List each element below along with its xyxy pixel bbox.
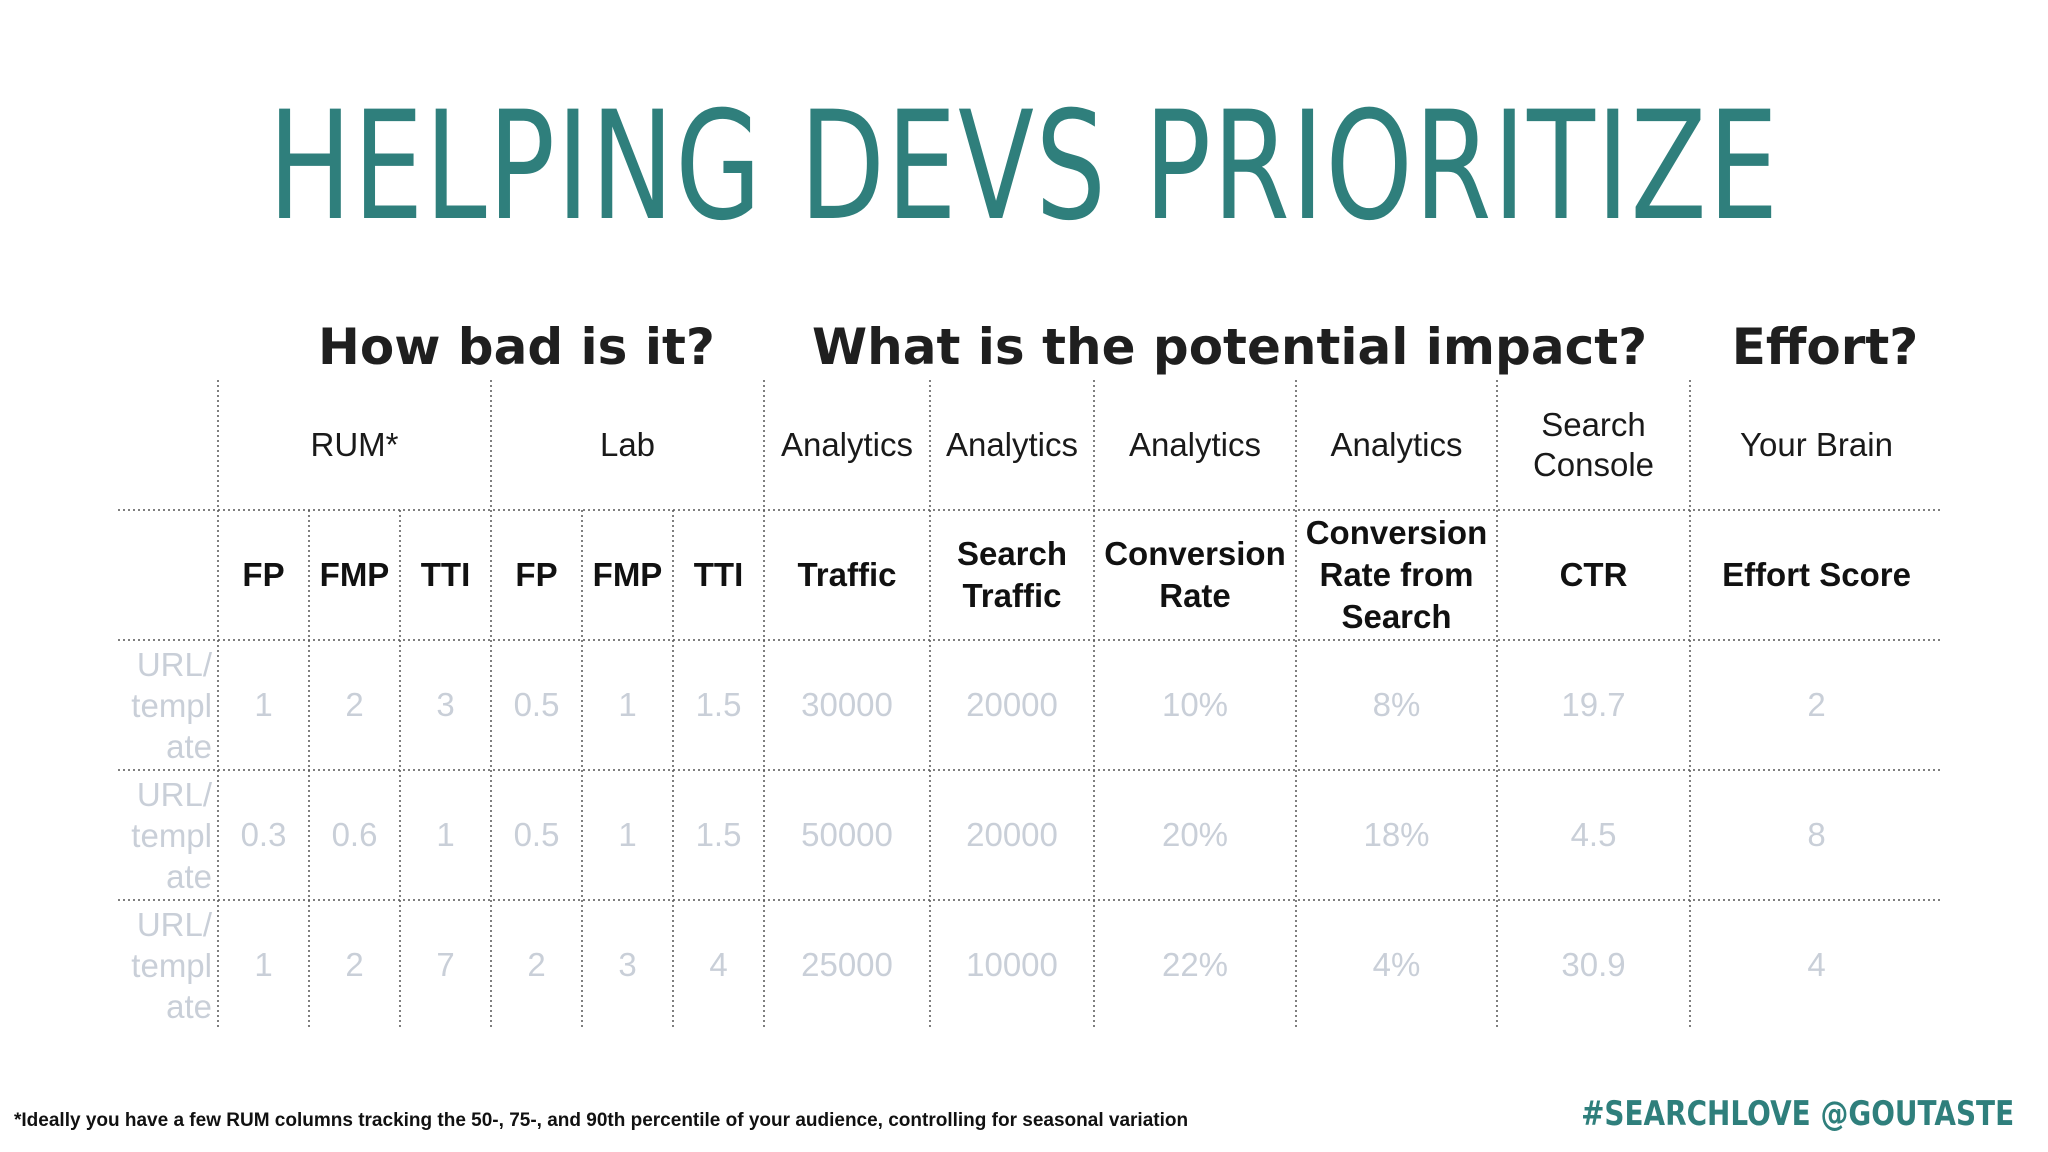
- hashtag-credit: #SEARCHLOVE @GOUTASTE: [1580, 1094, 2014, 1134]
- table-cell-value: 0.5: [513, 686, 560, 723]
- table-cell-value: 10000: [966, 946, 1058, 983]
- column-header: FP: [242, 556, 285, 593]
- table-cell-value: 22%: [1161, 946, 1229, 983]
- table-cell-value: 1.5: [695, 686, 742, 723]
- table-cell-value: 2: [527, 946, 546, 983]
- source-label: Analytics: [945, 426, 1079, 463]
- table-cell-value: 8: [1807, 816, 1826, 853]
- column-header: FMP: [592, 556, 663, 593]
- table-cell-value: 3: [618, 946, 637, 983]
- table-cell-value: 1: [254, 686, 273, 723]
- source-label: Your Brain: [1740, 426, 1893, 463]
- source-label: RUM*: [310, 426, 399, 463]
- table-cell-value: 18%: [1363, 816, 1430, 853]
- table-cell-value: 8%: [1372, 686, 1421, 723]
- table-cell-value: 30000: [801, 686, 893, 723]
- column-header: Search Traffic: [956, 535, 1068, 614]
- table-cell-value: 20000: [966, 686, 1058, 723]
- table-cell-value: 2: [345, 686, 364, 723]
- table-cell-value: 4: [1807, 946, 1826, 983]
- source-label: Analytics: [1128, 426, 1262, 463]
- row-label: URL/ templ ate: [131, 905, 212, 1025]
- table-cell-value: 3: [436, 686, 455, 723]
- table-cell-value: 2: [1807, 686, 1826, 723]
- table-cell-value: 7: [436, 946, 455, 983]
- table-cell-value: 1: [618, 816, 637, 853]
- section-how-bad: How bad is it?: [318, 318, 715, 376]
- table-cell-value: 0.6: [331, 816, 378, 853]
- table-cell-value: 0.3: [240, 816, 287, 853]
- table-cell-value: 30.9: [1561, 946, 1626, 983]
- table-cell-value: 20%: [1161, 816, 1229, 853]
- column-header: Conversion Rate: [1104, 535, 1286, 614]
- row-label: URL/ templ ate: [131, 775, 212, 895]
- section-effort: Effort?: [1731, 318, 1919, 376]
- source-label: Analytics: [1330, 426, 1463, 463]
- table-cell-value: 4.5: [1570, 816, 1617, 853]
- table-cell-value: 4: [709, 946, 728, 983]
- column-header: Effort Score: [1722, 556, 1911, 593]
- table-cell-value: 1: [254, 946, 273, 983]
- source-label: Search Console: [1532, 406, 1655, 483]
- row-label: URL/ templ ate: [131, 645, 212, 765]
- slide-title: HELPING DEVS PRIORITIZE: [268, 80, 1780, 254]
- table-cell-value: 20000: [966, 816, 1058, 853]
- column-header: TTI: [420, 556, 471, 593]
- table-cell-value: 4%: [1372, 946, 1421, 983]
- column-header: FMP: [319, 556, 390, 593]
- table-cell-value: 1: [618, 686, 637, 723]
- table-cell-value: 25000: [801, 946, 893, 983]
- column-header: TTI: [693, 556, 744, 593]
- column-header: FP: [515, 556, 558, 593]
- source-label: Lab: [599, 426, 656, 463]
- column-header: CTR: [1559, 556, 1628, 593]
- table-cell-value: 2: [345, 946, 364, 983]
- table-cell-value: 0.5: [513, 816, 560, 853]
- column-header: Traffic: [797, 556, 897, 593]
- table-cell-value: 1: [436, 816, 455, 853]
- section-potential-impact: What is the potential impact?: [812, 318, 1648, 376]
- footnote: *Ideally you have a few RUM columns trac…: [14, 1110, 1189, 1131]
- table-cell-value: 50000: [801, 816, 893, 853]
- table-cell-value: 10%: [1161, 686, 1229, 723]
- column-header: Conversion Rate from Search: [1305, 514, 1488, 635]
- table-cell-value: 19.7: [1561, 686, 1626, 723]
- source-label: Analytics: [780, 426, 914, 463]
- table-cell-value: 1.5: [695, 816, 742, 853]
